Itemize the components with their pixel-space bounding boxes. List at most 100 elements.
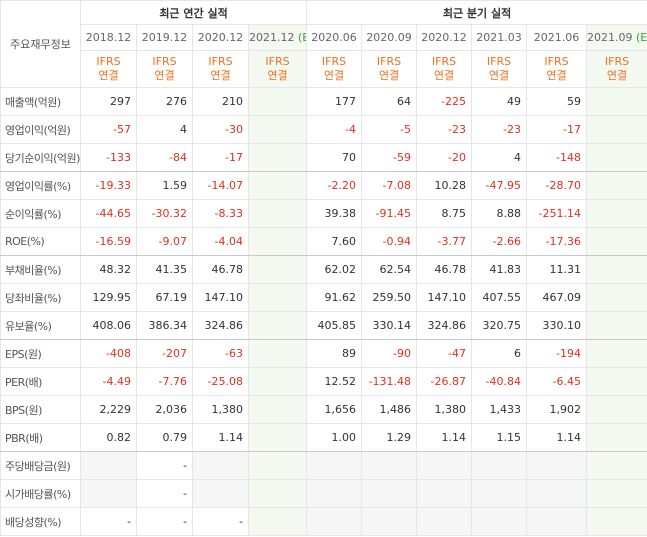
value-cell: 1,433 — [471, 395, 528, 424]
value-cell: 467.09 — [526, 283, 588, 312]
value-cell — [586, 171, 647, 200]
value-cell: 6 — [471, 339, 528, 368]
value-cell: 39.38 — [306, 199, 363, 228]
value-cell: -4.04 — [192, 227, 249, 256]
value-cell: -194 — [526, 339, 588, 368]
value-cell — [586, 423, 647, 452]
basis: 연결 — [267, 69, 288, 82]
period-header: 2021.03 — [471, 24, 528, 51]
table-row: PBR(배) 0.82 0.79 1.14 1.00 1.29 1.14 1.15 1.14 — [0, 423, 647, 452]
value-cell: -2.20 — [306, 171, 363, 200]
value-cell: -30.32 — [136, 199, 193, 228]
basis: 연결 — [323, 69, 345, 82]
basis: IFRS — [486, 55, 512, 68]
value-cell: -20 — [416, 143, 473, 172]
value-cell: 11.31 — [526, 255, 588, 284]
period-header: 2019.12 — [136, 24, 193, 51]
value-cell — [247, 479, 308, 508]
value-cell: 59 — [526, 87, 588, 116]
row-label: 영업이익률(%) — [0, 171, 81, 200]
value-cell: -23 — [471, 115, 528, 144]
value-cell: 1.29 — [361, 423, 418, 452]
value-cell: 147.10 — [192, 283, 249, 312]
value-cell — [526, 451, 588, 480]
value-cell: 407.55 — [471, 283, 528, 312]
value-cell: -30 — [192, 115, 249, 144]
value-cell: -28.70 — [526, 171, 588, 200]
value-cell — [586, 479, 647, 508]
value-cell: -225 — [416, 87, 473, 116]
row-label: 매출액(억원) — [0, 87, 81, 116]
basis: 연결 — [546, 69, 567, 82]
table-body: 매출액(억원) 297 276 210 177 64 -225 49 59 영업이익(억원) -57… — [0, 87, 647, 536]
row-label: PER(배) — [0, 367, 81, 396]
value-cell: 10.28 — [416, 171, 473, 200]
basis: IFRS — [208, 55, 233, 68]
value-cell: 297 — [80, 87, 137, 116]
period-header: 2020.12 — [192, 24, 249, 51]
value-cell — [247, 395, 308, 424]
value-cell — [526, 507, 588, 536]
value-cell: 8.75 — [416, 199, 473, 228]
value-cell: -19.33 — [80, 171, 137, 200]
table-row: ROE(%) -16.59 -9.07 -4.04 7.60 -0.94 -3.77 -2.6… — [0, 227, 647, 256]
value-cell: 89 — [306, 339, 363, 368]
value-cell: -207 — [136, 339, 193, 368]
row-label: 영업이익(억원) — [0, 115, 81, 144]
value-cell: 1.14 — [526, 423, 588, 452]
value-cell: 0.79 — [136, 423, 193, 452]
period: 2021.03 — [476, 31, 522, 44]
value-cell — [586, 115, 647, 144]
value-cell: -3.77 — [416, 227, 473, 256]
row-label: BPS(원) — [0, 395, 81, 424]
period: 2021.12 — [249, 31, 295, 44]
value-cell: 320.75 — [471, 311, 528, 340]
basis: IFRS — [152, 55, 177, 68]
value-cell: 41.83 — [471, 255, 528, 284]
basis-header: IFRS 연결 — [136, 50, 193, 88]
value-cell: -4 — [306, 115, 363, 144]
basis: IFRS — [265, 55, 290, 68]
value-cell: 91.62 — [306, 283, 363, 312]
value-cell: 2,229 — [80, 395, 137, 424]
basis: IFRS — [544, 55, 569, 68]
period-header: 2020.12 — [416, 24, 473, 51]
value-cell: -57 — [80, 115, 137, 144]
table-row: 영업이익(억원) -57 4 -30 -4 -5 -23 -23 -17 — [0, 115, 647, 144]
value-cell: -47.95 — [471, 171, 528, 200]
quarterly-heading: 최근 분기 실적 — [306, 0, 647, 25]
value-cell: -2.66 — [471, 227, 528, 256]
value-cell: 1,902 — [526, 395, 588, 424]
value-cell — [247, 255, 308, 284]
value-cell — [247, 143, 308, 172]
value-cell — [416, 479, 473, 508]
value-cell: 41.35 — [136, 255, 193, 284]
value-cell: 2,036 — [136, 395, 193, 424]
value-cell: 177 — [306, 87, 363, 116]
value-cell: -408 — [80, 339, 137, 368]
value-cell: - — [192, 507, 249, 536]
value-cell: - — [136, 479, 193, 508]
value-cell: -23 — [416, 115, 473, 144]
row-label: 당좌비율(%) — [0, 283, 81, 312]
value-cell: -17 — [192, 143, 249, 172]
value-cell: -5 — [361, 115, 418, 144]
basis-header: IFRS 연결 — [526, 50, 588, 88]
value-cell: -6.45 — [526, 367, 588, 396]
value-cell — [586, 339, 647, 368]
value-cell: -91.45 — [361, 199, 418, 228]
basis-header: IFRS 연결 — [361, 50, 418, 88]
row-label: 배당성향(%) — [0, 507, 81, 536]
value-cell — [416, 451, 473, 480]
period: 2020.09 — [366, 31, 412, 44]
value-cell — [361, 451, 418, 480]
basis: 연결 — [378, 69, 400, 82]
title: 주요재무정보 — [0, 0, 81, 88]
row-label: 유보율(%) — [0, 311, 81, 340]
table-row: EPS(원) -408 -207 -63 89 -90 -47 6 -194 — [0, 339, 647, 368]
value-cell: 62.02 — [306, 255, 363, 284]
row-label: 시가배당률(%) — [0, 479, 81, 508]
table-row: 배당성향(%) - - - — [0, 507, 647, 536]
period: 2019.12 — [141, 31, 188, 44]
